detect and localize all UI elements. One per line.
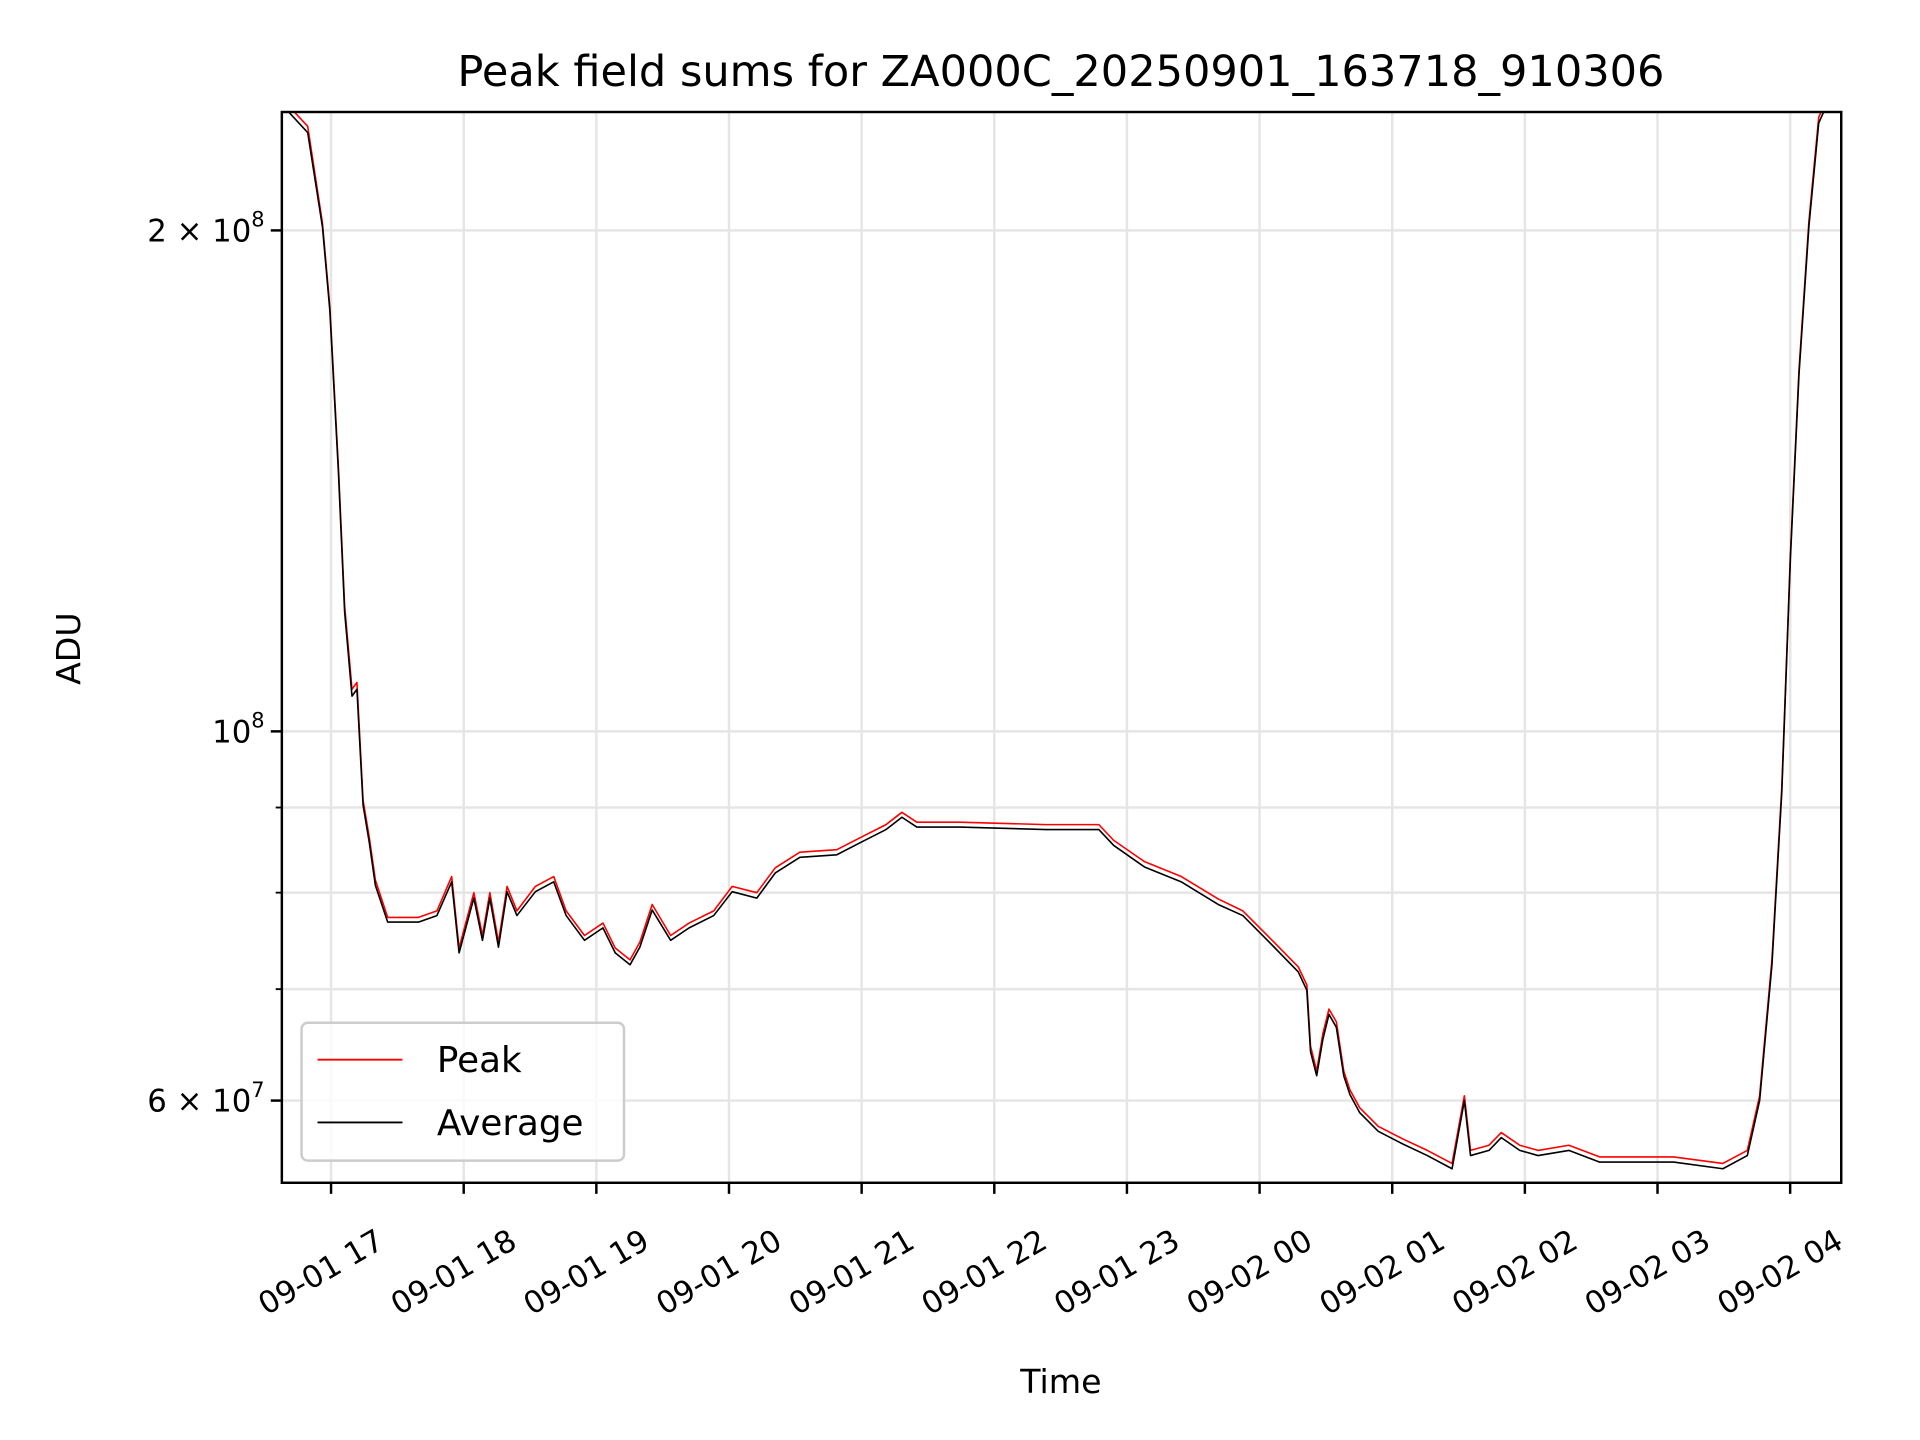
x-tick-label: 09-02 04 bbox=[1711, 1222, 1849, 1322]
legend-label-average: Average bbox=[437, 1103, 584, 1144]
axes-frame bbox=[280, 110, 1843, 1184]
x-tick-label: 09-01 21 bbox=[783, 1222, 921, 1322]
grid bbox=[281, 112, 1842, 1183]
x-tick-label: 09-02 00 bbox=[1181, 1222, 1319, 1322]
y-tick-label: 2 × 108 bbox=[147, 208, 264, 250]
x-tick-label: 09-01 23 bbox=[1048, 1222, 1186, 1322]
legend-box bbox=[300, 1021, 626, 1162]
x-tick-label: 09-02 02 bbox=[1446, 1222, 1584, 1322]
x-tick-label: 09-01 22 bbox=[915, 1222, 1053, 1322]
x-tick-label: 09-02 03 bbox=[1579, 1222, 1717, 1322]
series-line-average bbox=[287, 112, 1825, 1170]
plot-lines bbox=[287, 112, 1825, 1170]
legend-label-peak: Peak bbox=[437, 1040, 522, 1081]
x-tick-label: 09-01 17 bbox=[252, 1222, 390, 1322]
x-tick-label: 09-01 19 bbox=[518, 1222, 656, 1322]
chart-title: Peak field sums for ZA000C_20250901_1637… bbox=[457, 47, 1664, 97]
series-line-peak bbox=[293, 112, 1822, 1165]
x-tick-label: 09-01 18 bbox=[385, 1222, 523, 1322]
y-tick-label: 108 bbox=[212, 709, 264, 751]
x-tick-label: 09-01 20 bbox=[650, 1222, 788, 1322]
legend: Peak Average bbox=[300, 1021, 626, 1162]
y-axis-label: ADU bbox=[49, 612, 88, 685]
x-axis-label: Time bbox=[1019, 1362, 1101, 1401]
x-tick-label: 09-02 01 bbox=[1313, 1222, 1451, 1322]
y-axis: 2 × 108 108 6 × 107 bbox=[147, 208, 282, 1120]
y-tick-label: 6 × 107 bbox=[147, 1078, 264, 1120]
